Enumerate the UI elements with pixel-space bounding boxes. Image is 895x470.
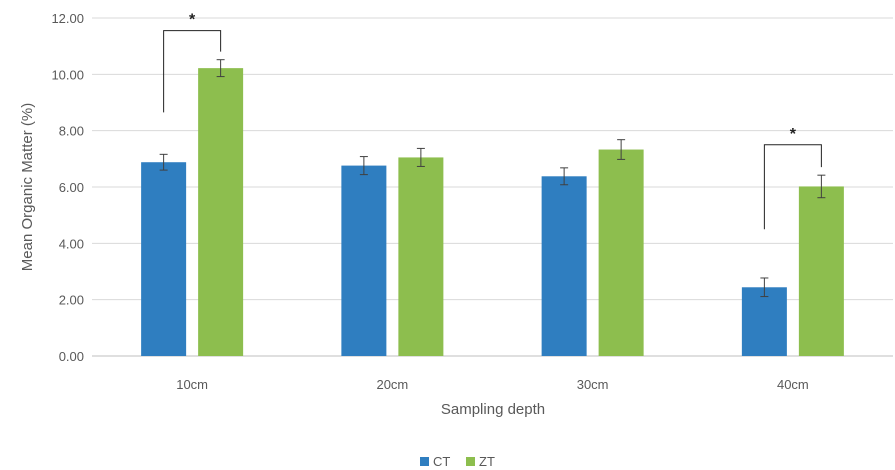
- legend: CT ZT: [420, 454, 495, 469]
- error-bars: [159, 59, 826, 298]
- legend-label-ct: CT: [433, 454, 450, 469]
- x-axis-title: Sampling depth: [441, 401, 545, 418]
- error-bar-ct-30cm: [560, 167, 569, 186]
- y-tick-label: 4.00: [59, 236, 84, 251]
- legend-swatch-zt: [466, 457, 475, 466]
- y-tick-labels: 0.00 2.00 4.00 6.00 8.00 10.00 12.00: [51, 11, 84, 364]
- error-bar-zt-30cm: [617, 139, 626, 160]
- significance-bracket: [163, 30, 222, 113]
- y-tick-label: 6.00: [59, 180, 84, 195]
- significance-asterisk: *: [790, 126, 797, 143]
- bar-zt-20cm: [398, 157, 444, 356]
- error-bar-ct-10cm: [159, 153, 168, 171]
- x-tick-label: 30cm: [577, 377, 609, 392]
- bar-ct-20cm: [341, 165, 387, 356]
- bar-zt-30cm: [598, 149, 644, 356]
- y-tick-label: 10.00: [51, 67, 84, 82]
- y-tick-label: 12.00: [51, 11, 84, 26]
- x-tick-labels: 10cm 20cm 30cm 40cm: [176, 377, 809, 392]
- y-tick-label: 8.00: [59, 124, 84, 139]
- x-tick-label: 40cm: [777, 377, 809, 392]
- bar-zt-10cm: [198, 68, 244, 357]
- error-bar-ct-20cm: [359, 156, 368, 176]
- bars: [141, 68, 844, 357]
- y-axis-title: Mean Organic Matter (%): [19, 103, 36, 271]
- error-bar-zt-10cm: [216, 59, 225, 78]
- significance-asterisk: *: [189, 12, 196, 29]
- error-bar-ct-40cm: [760, 277, 769, 298]
- bar-ct-40cm: [741, 287, 787, 356]
- error-bar-zt-40cm: [817, 174, 826, 199]
- significance-annotations: **: [163, 12, 822, 230]
- legend-label-zt: ZT: [479, 454, 495, 469]
- legend-swatch-ct: [420, 457, 429, 466]
- bar-ct-30cm: [541, 176, 587, 356]
- y-tick-label: 0.00: [59, 349, 84, 364]
- significance-bracket: [763, 144, 822, 230]
- bar-ct-10cm: [141, 162, 187, 356]
- x-tick-label: 10cm: [176, 377, 208, 392]
- error-bar-zt-20cm: [416, 147, 425, 167]
- x-tick-label: 20cm: [376, 377, 408, 392]
- y-tick-label: 2.00: [59, 293, 84, 308]
- bar-zt-40cm: [798, 186, 844, 356]
